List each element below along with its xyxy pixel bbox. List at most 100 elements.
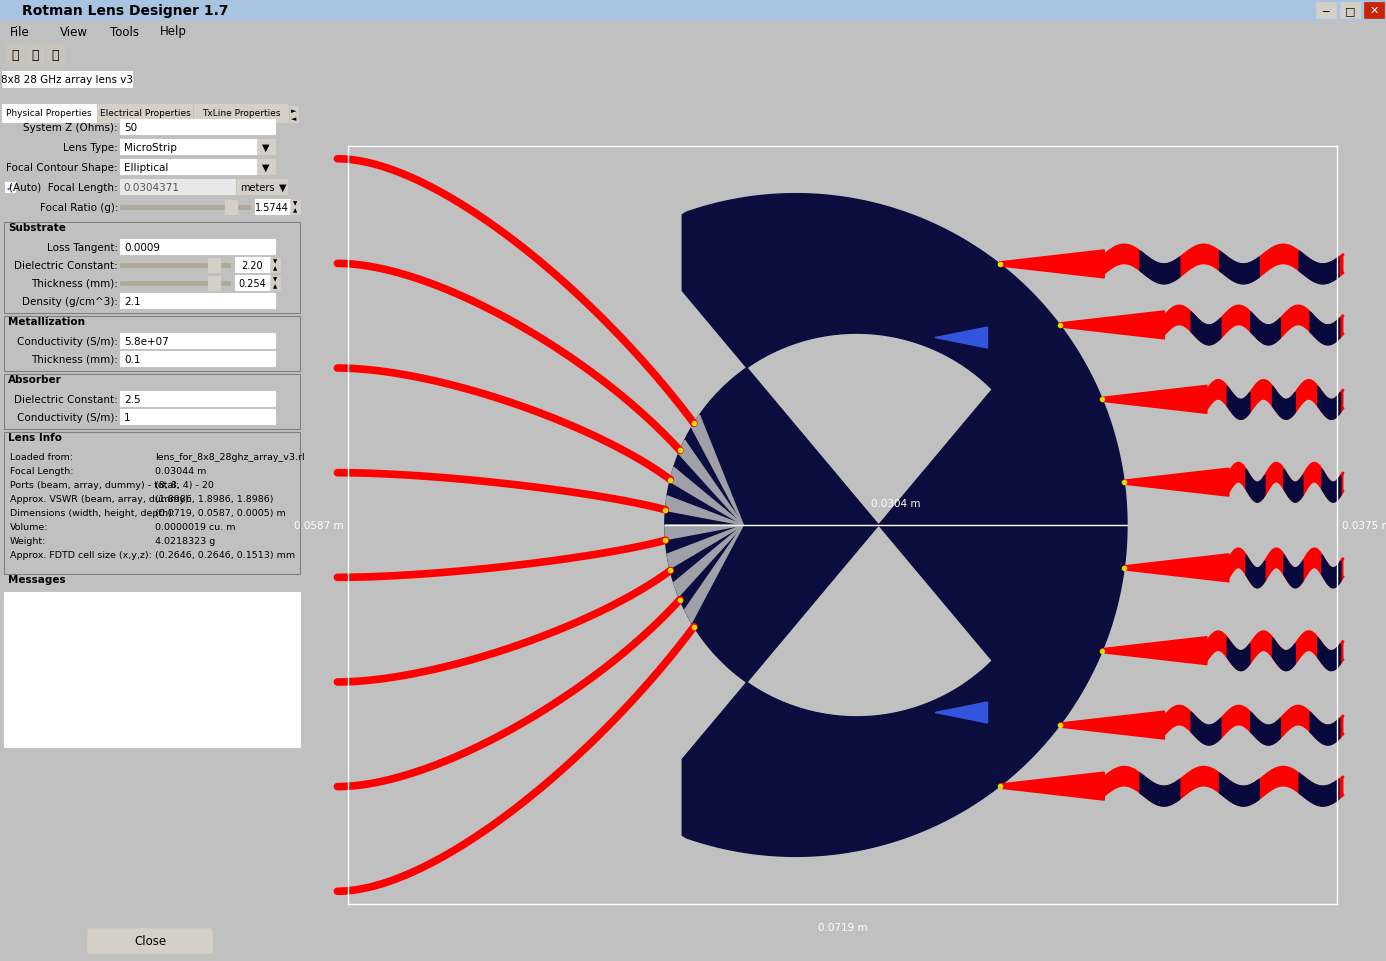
Text: 0.0009: 0.0009 [123, 243, 159, 253]
Polygon shape [1250, 712, 1281, 746]
Polygon shape [1229, 550, 1343, 587]
Text: Thickness (mm):: Thickness (mm): [30, 279, 118, 288]
Bar [256, 160, 274, 175]
Bar [121, 140, 256, 155]
Text: ─: ─ [1322, 6, 1329, 16]
Text: Dielectric Constant:: Dielectric Constant: [14, 260, 118, 271]
Text: 0.0375 m: 0.0375 m [1343, 521, 1386, 530]
Text: ▲: ▲ [273, 284, 277, 289]
Text: (0.2646, 0.2646, 0.1513) mm: (0.2646, 0.2646, 0.1513) mm [155, 551, 295, 560]
Bar [236, 258, 270, 273]
Polygon shape [667, 526, 743, 569]
Text: File: File [10, 26, 29, 38]
Polygon shape [1310, 312, 1340, 346]
Polygon shape [669, 468, 743, 526]
Polygon shape [1220, 252, 1260, 284]
Text: Focal Ratio (g):: Focal Ratio (g): [39, 203, 118, 212]
Text: System Z (Ohms):: System Z (Ohms): [24, 123, 118, 133]
Text: Lens Type:: Lens Type: [64, 143, 118, 153]
Text: Loss Tangent:: Loss Tangent: [47, 243, 118, 253]
Bar [1315, 3, 1336, 19]
Bar [194, 105, 288, 123]
Text: ▲: ▲ [292, 209, 297, 213]
Bar [121, 160, 256, 175]
Text: □: □ [1344, 6, 1356, 16]
Bar [237, 180, 287, 195]
Text: 0.03044 m: 0.03044 m [155, 467, 207, 476]
Bar [121, 391, 274, 407]
Text: Help: Help [159, 26, 187, 38]
Bar [121, 263, 230, 268]
Polygon shape [1322, 470, 1340, 503]
Bar [4, 592, 299, 748]
Polygon shape [936, 702, 987, 724]
Text: 0.254: 0.254 [238, 279, 266, 288]
Bar [121, 120, 274, 135]
Bar [121, 180, 236, 195]
Bar [4, 317, 299, 372]
Text: ✓: ✓ [6, 183, 14, 193]
Polygon shape [1250, 312, 1281, 346]
Text: (Auto)  Focal Length:: (Auto) Focal Length: [10, 183, 118, 193]
Bar [26, 45, 44, 67]
Polygon shape [1283, 555, 1303, 588]
Text: (8, 8, 4) - 20: (8, 8, 4) - 20 [155, 481, 213, 490]
Bar [1340, 3, 1360, 19]
Text: View: View [60, 26, 87, 38]
Polygon shape [999, 251, 1105, 279]
Polygon shape [1299, 252, 1339, 284]
Bar [46, 45, 64, 67]
Text: 4.0218323 g: 4.0218323 g [155, 537, 215, 546]
Text: Loaded from:: Loaded from: [10, 453, 73, 462]
Text: Dimensions (width, height, depth):: Dimensions (width, height, depth): [10, 509, 175, 518]
Text: ◄: ◄ [291, 116, 297, 122]
Text: Dielectric Constant:: Dielectric Constant: [14, 395, 118, 405]
Text: 0.0000019 cu. m: 0.0000019 cu. m [155, 523, 236, 532]
Text: 1.5744: 1.5744 [255, 203, 288, 212]
Text: 8x8 28 GHz array lens v3: 8x8 28 GHz array lens v3 [1, 75, 133, 85]
Polygon shape [1207, 632, 1343, 670]
Text: lens_for_8x8_28ghz_array_v3.rl: lens_for_8x8_28ghz_array_v3.rl [155, 453, 305, 462]
Text: ►: ► [291, 108, 297, 114]
Polygon shape [665, 526, 743, 540]
Polygon shape [1318, 387, 1340, 420]
Text: Close: Close [134, 934, 166, 948]
Polygon shape [665, 496, 743, 526]
Polygon shape [1246, 470, 1265, 503]
Text: ▼: ▼ [279, 183, 287, 193]
Text: ▼: ▼ [262, 162, 270, 173]
Polygon shape [692, 415, 743, 526]
Polygon shape [1164, 307, 1343, 345]
Bar [208, 259, 219, 273]
Text: Lens Info: Lens Info [8, 432, 62, 442]
Polygon shape [1102, 386, 1207, 414]
Polygon shape [1102, 637, 1207, 665]
Text: Volume:: Volume: [10, 523, 49, 532]
Polygon shape [1141, 252, 1179, 284]
Text: Conductivity (S/m):: Conductivity (S/m): [17, 336, 118, 347]
Text: ▼: ▼ [292, 201, 297, 207]
Text: Thickness (mm):: Thickness (mm): [30, 355, 118, 364]
Text: ▼: ▼ [273, 277, 277, 283]
Polygon shape [1310, 712, 1340, 746]
Text: Metallization: Metallization [8, 317, 85, 327]
Polygon shape [1272, 387, 1295, 420]
Text: TxLine Properties: TxLine Properties [202, 110, 280, 118]
Bar [6, 183, 15, 193]
Text: 💾: 💾 [51, 49, 58, 62]
Polygon shape [1318, 638, 1340, 671]
Polygon shape [1191, 312, 1221, 346]
Text: 2.1: 2.1 [123, 297, 140, 307]
Text: 5.8e+07: 5.8e+07 [123, 336, 169, 347]
Bar [1, 105, 96, 123]
Polygon shape [1164, 706, 1343, 745]
Bar [270, 259, 280, 266]
Bar [4, 223, 299, 313]
Bar [208, 277, 219, 290]
Text: 0.1: 0.1 [123, 355, 140, 364]
Bar [270, 277, 280, 283]
Text: Tools: Tools [109, 26, 139, 38]
Polygon shape [1124, 554, 1229, 582]
Text: Focal Contour Shape:: Focal Contour Shape: [7, 162, 118, 173]
Text: 📄: 📄 [32, 49, 39, 62]
